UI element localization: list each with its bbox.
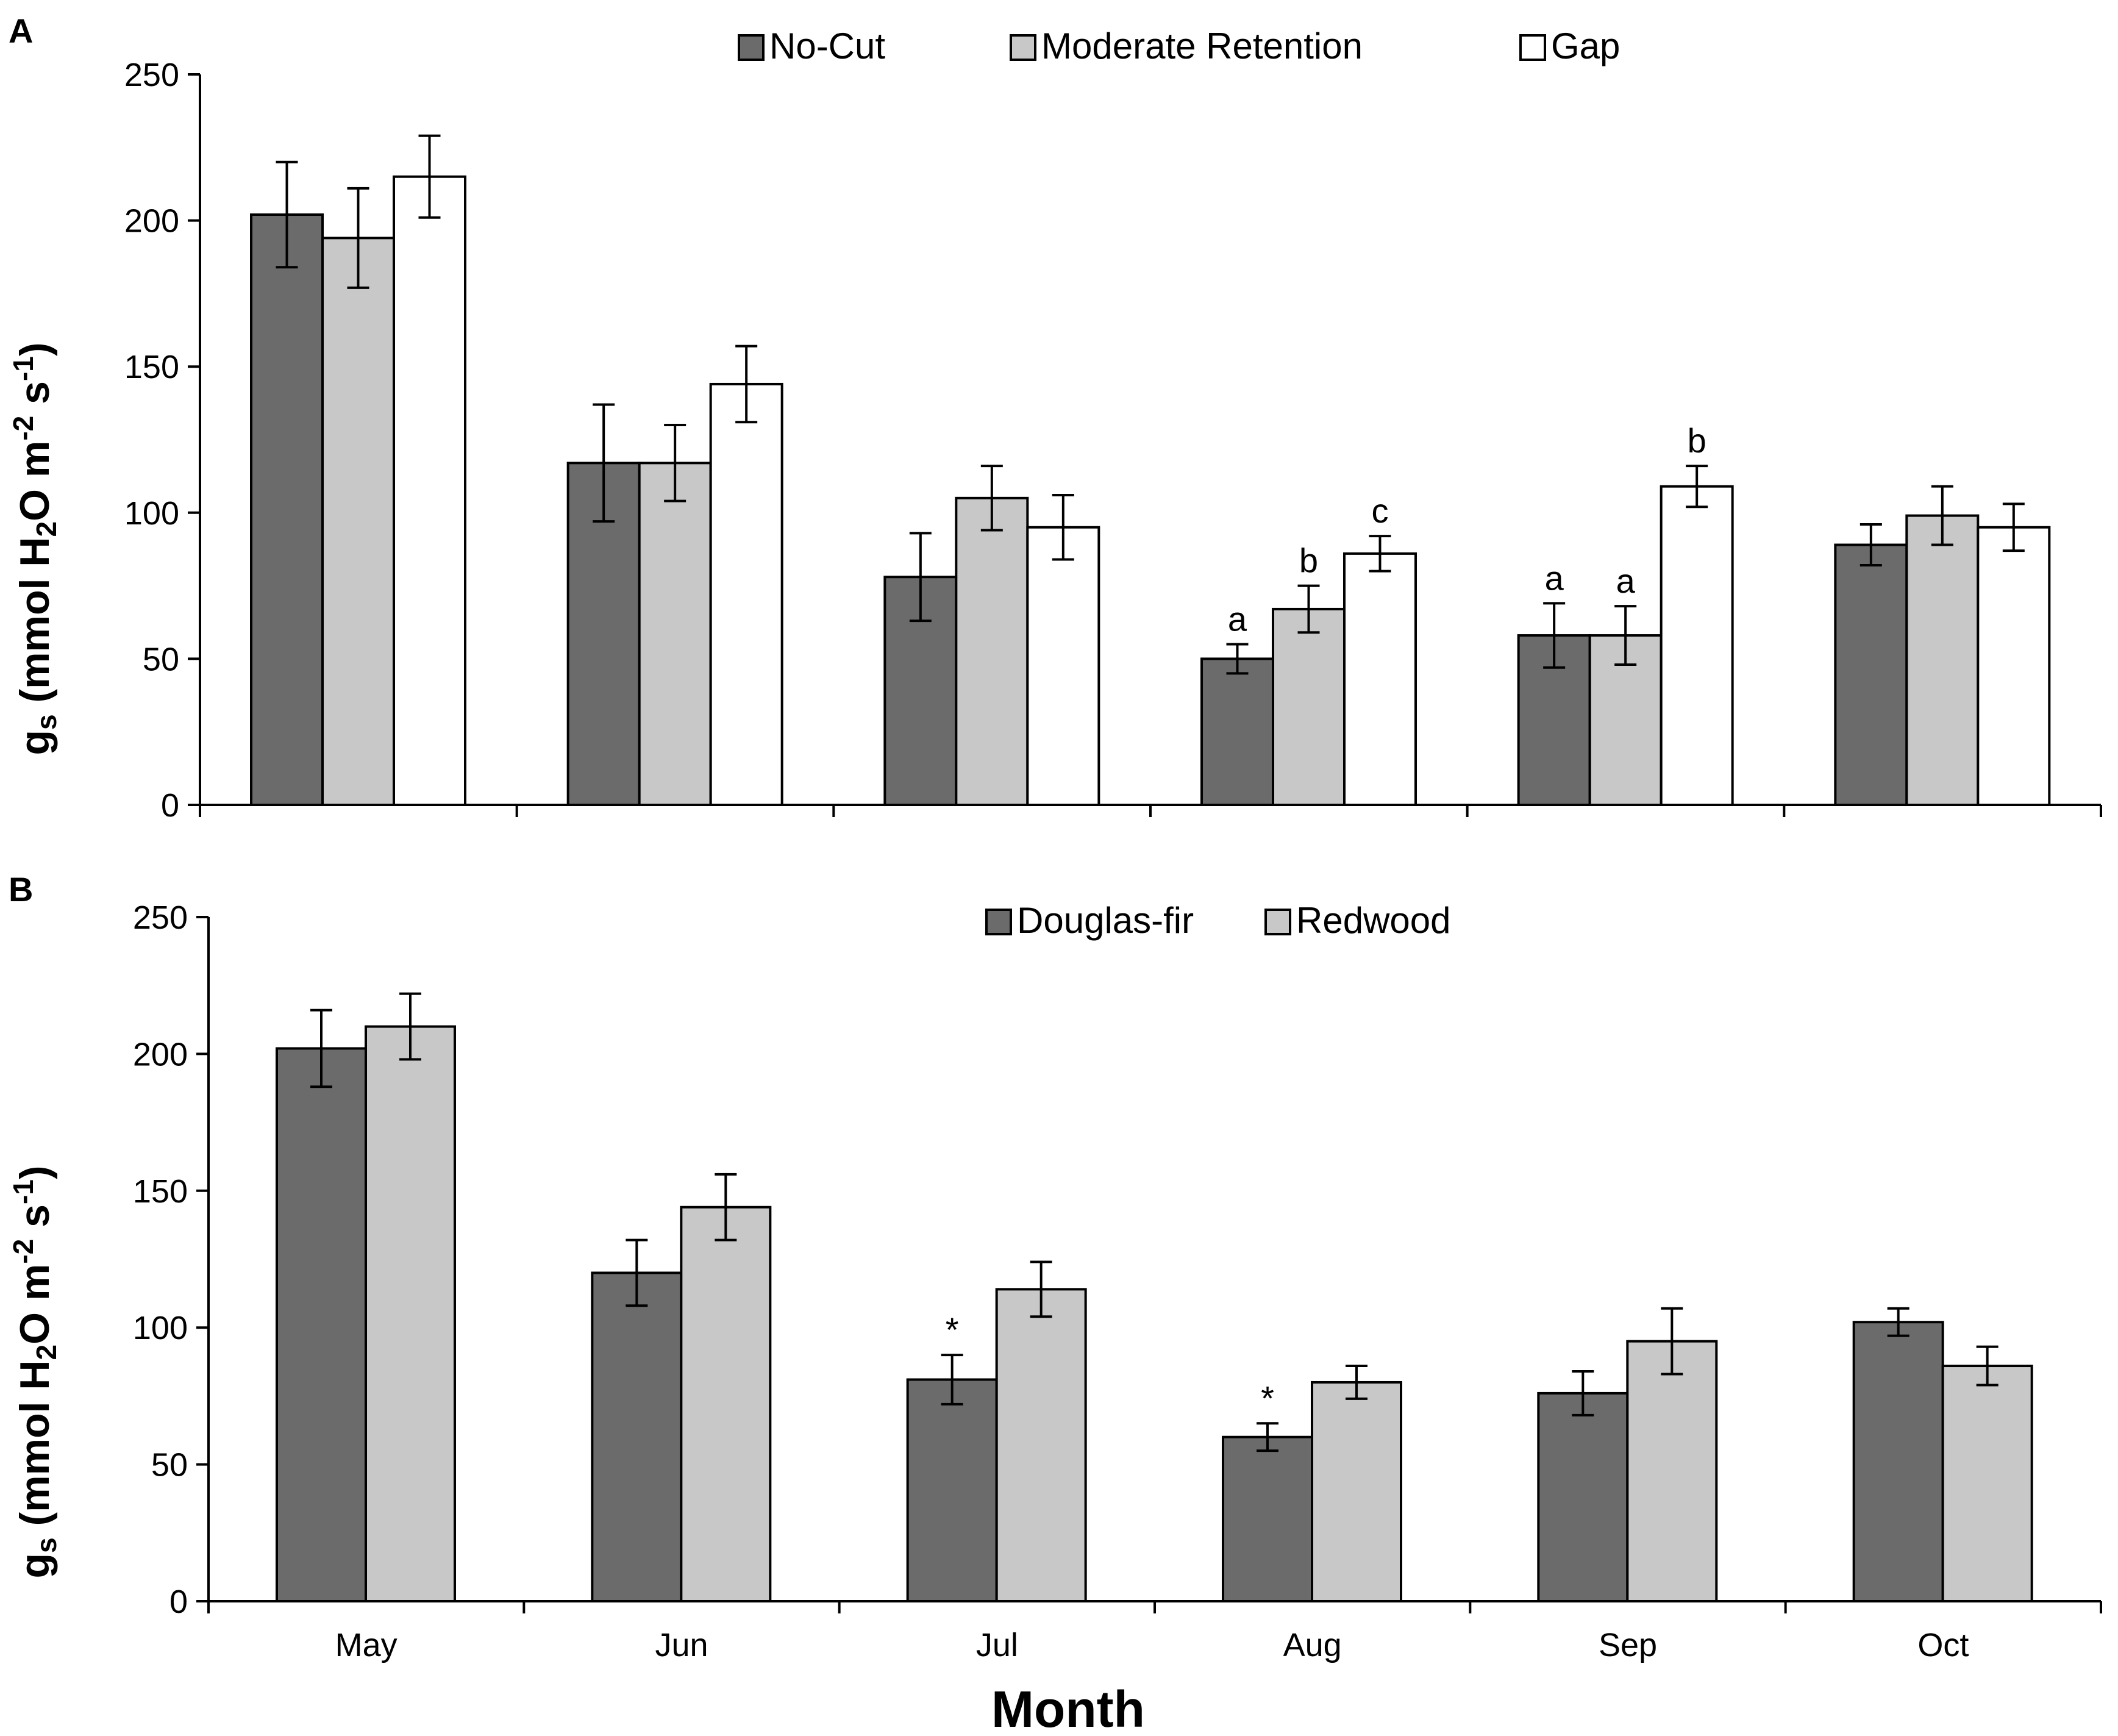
panel-a-letter: A — [9, 12, 33, 50]
bar-redwood-oct — [1941, 1365, 2033, 1602]
bar-moderate-retention-aug — [1272, 607, 1346, 806]
bar-gap-jul — [1026, 526, 1100, 806]
y-tick-label: 0 — [161, 787, 179, 824]
panel-b-legend: Douglas-fir Redwood — [985, 900, 1451, 941]
significance-label: c — [1372, 491, 1389, 530]
significance-label: * — [946, 1310, 959, 1349]
y-tick-label: 0 — [169, 1584, 188, 1620]
legend-label: No-Cut — [769, 26, 885, 66]
panel-b-plot: 0 50 100 150 200 250 May Jun Jul Aug Sep Oct * * — [133, 899, 2102, 1663]
significance-label: * — [1261, 1379, 1274, 1417]
y-tick-label: 150 — [133, 1173, 188, 1210]
legend-label: Douglas-fir — [1017, 900, 1194, 941]
panel-b-y-axis-label: gs (mmol H2O m-2 s-1) — [7, 1165, 62, 1578]
significance-label: a — [1228, 599, 1247, 638]
bar-moderate-retention-jun — [638, 462, 712, 806]
y-tick-label: 250 — [133, 899, 188, 936]
bar-gap-jun — [709, 382, 783, 806]
y-tick-label: 50 — [143, 641, 179, 677]
bar-douglas-fir-may — [276, 1047, 367, 1602]
bar-moderate-retention-oct — [1905, 514, 1980, 806]
x-tick-label: May — [335, 1627, 398, 1663]
bar-gap-may — [393, 175, 466, 807]
x-tick-label: Jul — [976, 1627, 1018, 1663]
y-tick-label: 200 — [133, 1036, 188, 1073]
legend-label: Redwood — [1296, 900, 1451, 941]
y-tick-label: 150 — [124, 349, 179, 385]
bar-no-cut-may — [250, 213, 324, 806]
bar-redwood-jul — [995, 1288, 1087, 1602]
significance-label: a — [1616, 562, 1636, 600]
legend-swatch — [738, 34, 765, 61]
bar-moderate-retention-jul — [955, 496, 1029, 807]
panel-a-plot: 0 50 100 150 200 250 a b c a a b — [124, 57, 2102, 824]
y-tick-label: 50 — [151, 1447, 188, 1484]
bar-douglas-fir-jun — [591, 1271, 683, 1602]
y-tick-label: 250 — [124, 57, 179, 93]
bar-douglas-fir-jul — [906, 1378, 998, 1602]
legend-swatch — [1264, 909, 1291, 935]
bar-redwood-jun — [680, 1206, 772, 1602]
bar-gap-oct — [1977, 526, 2051, 806]
significance-label: b — [1299, 541, 1318, 580]
bar-gap-sep — [1660, 485, 1734, 806]
bar-moderate-retention-may — [321, 237, 395, 806]
bar-douglas-fir-aug — [1222, 1435, 1313, 1602]
panel-a: A No-Cut Moderate Retention Gap 0 50 100 150 2… — [7, 12, 2102, 824]
bar-redwood-aug — [1311, 1381, 1402, 1602]
y-tick-label: 100 — [124, 495, 179, 532]
y-tick-label: 200 — [124, 203, 179, 240]
panel-b: B Douglas-fir Redwood 0 50 100 150 200 250 May J… — [7, 870, 2102, 1736]
bar-redwood-sep — [1626, 1340, 1718, 1602]
panel-a-y-axis-label: gs (mmol H2O m-2 s-1) — [7, 342, 62, 755]
legend-label: Moderate Retention — [1041, 26, 1363, 66]
panel-a-legend: No-Cut Moderate Retention Gap — [738, 26, 1620, 66]
x-tick-label: Sep — [1599, 1627, 1657, 1663]
legend-label: Gap — [1551, 26, 1620, 66]
significance-label: b — [1688, 421, 1706, 460]
legend-swatch — [1010, 34, 1036, 61]
bar-no-cut-aug — [1200, 657, 1274, 807]
panel-b-x-axis-label: Month — [991, 1681, 1145, 1736]
legend-swatch — [985, 909, 1012, 935]
bar-douglas-fir-oct — [1852, 1321, 1944, 1603]
x-tick-label: Jun — [655, 1627, 708, 1663]
bar-gap-aug — [1343, 552, 1417, 806]
bar-no-cut-oct — [1834, 543, 1908, 807]
bar-redwood-may — [365, 1025, 456, 1602]
panel-b-letter: B — [9, 870, 33, 909]
y-tick-label: 100 — [133, 1310, 188, 1346]
bar-douglas-fir-sep — [1537, 1391, 1629, 1603]
significance-label: a — [1545, 559, 1564, 597]
x-tick-label: Oct — [1917, 1627, 1969, 1663]
legend-swatch — [1519, 34, 1546, 61]
x-tick-label: Aug — [1283, 1627, 1342, 1663]
